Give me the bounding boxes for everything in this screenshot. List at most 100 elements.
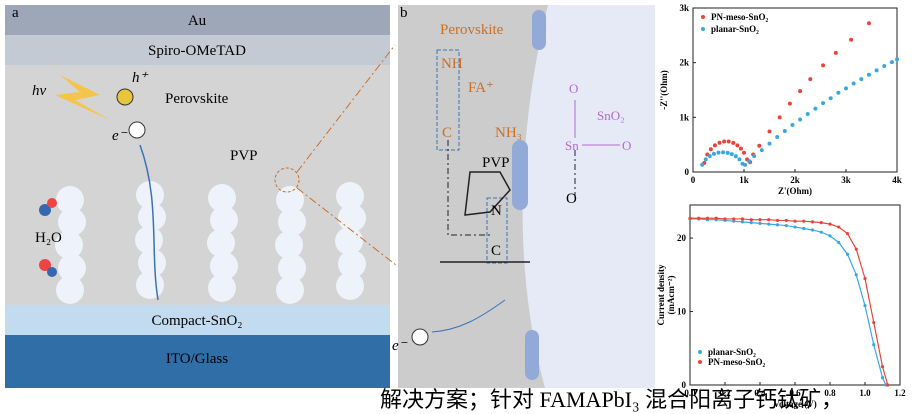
data-point bbox=[734, 154, 738, 158]
data-point bbox=[881, 376, 884, 379]
data-point bbox=[688, 217, 691, 220]
data-point bbox=[708, 154, 712, 158]
x-tick-label: 0.2 bbox=[719, 388, 731, 398]
data-point bbox=[715, 217, 718, 220]
data-point bbox=[790, 123, 794, 127]
y-axis-label: (mAcm⁻²) bbox=[666, 276, 676, 315]
panel-label: a bbox=[12, 5, 19, 21]
data-point bbox=[778, 115, 782, 119]
y-tick-label: 20 bbox=[677, 233, 687, 243]
data-point bbox=[788, 102, 792, 106]
y-axis-label: -Z''(Ohm) bbox=[659, 70, 669, 110]
atom-label: NH bbox=[441, 56, 463, 72]
data-point bbox=[806, 112, 810, 116]
data-point bbox=[811, 220, 814, 223]
legend-marker bbox=[698, 350, 702, 354]
data-point bbox=[863, 277, 866, 280]
legend-label: planar-SnO₂ bbox=[708, 347, 756, 357]
data-point bbox=[752, 154, 756, 158]
legend-label: planar-SnO₂ bbox=[711, 24, 759, 34]
x-axis-label: Voltage (V) bbox=[773, 399, 816, 409]
data-point bbox=[767, 223, 770, 226]
x-tick-label: 0.6 bbox=[789, 388, 801, 398]
x-tick-label: 2k bbox=[790, 175, 800, 185]
atom-label: O bbox=[622, 138, 631, 153]
data-point bbox=[859, 77, 863, 81]
y-tick-label: 2k bbox=[679, 58, 689, 68]
data-point bbox=[731, 141, 735, 145]
data-point bbox=[741, 217, 744, 220]
data-point bbox=[863, 304, 866, 307]
data-point bbox=[867, 73, 871, 77]
data-point bbox=[837, 225, 840, 228]
data-point bbox=[813, 107, 817, 111]
y-tick-label: 3k bbox=[679, 3, 689, 13]
data-point bbox=[747, 159, 751, 163]
data-point bbox=[872, 343, 875, 346]
data-point bbox=[867, 21, 871, 25]
data-point bbox=[785, 219, 788, 222]
x-tick-label: 4k bbox=[892, 175, 902, 185]
y-tick-label: 10 bbox=[677, 307, 687, 317]
x-tick-label: 0.0 bbox=[684, 388, 696, 398]
data-point bbox=[722, 139, 726, 143]
atom-label: O bbox=[566, 191, 577, 207]
data-point bbox=[700, 163, 704, 167]
data-point bbox=[793, 225, 796, 228]
data-point bbox=[872, 321, 875, 324]
legend-marker bbox=[701, 27, 705, 31]
data-point bbox=[737, 157, 741, 161]
y-tick-label: 0 bbox=[682, 380, 687, 390]
data-point bbox=[727, 140, 731, 144]
data-point bbox=[726, 151, 730, 155]
x-axis-label: Z'(Ohm) bbox=[778, 186, 812, 196]
layer-label: Spiro-OMeTAD bbox=[148, 43, 246, 59]
data-point bbox=[855, 273, 858, 276]
data-point bbox=[760, 148, 764, 152]
data-point bbox=[837, 241, 840, 244]
x-tick-label: 1.0 bbox=[859, 388, 871, 398]
data-point bbox=[697, 217, 700, 220]
legend-marker bbox=[698, 360, 702, 364]
data-point bbox=[775, 135, 779, 139]
data-point bbox=[811, 228, 814, 231]
atom-label: C bbox=[442, 125, 452, 141]
data-point bbox=[890, 60, 894, 64]
layer-label: ITO/Glass bbox=[166, 351, 228, 367]
data-point bbox=[723, 217, 726, 220]
atom-label: N bbox=[491, 203, 502, 219]
data-point bbox=[717, 151, 721, 155]
atom-label: Sn bbox=[565, 138, 579, 153]
hv-label: hv bbox=[32, 83, 47, 99]
data-point bbox=[882, 64, 886, 68]
data-point bbox=[776, 219, 779, 222]
atom-label: FA⁺ bbox=[468, 80, 494, 96]
sno2-label: SnO₂ bbox=[597, 108, 625, 123]
layer-label: Perovskite bbox=[165, 91, 229, 107]
data-point bbox=[735, 143, 739, 147]
data-point bbox=[776, 223, 779, 226]
electron-label: e⁻ bbox=[112, 128, 128, 144]
x-tick-label: 0.8 bbox=[824, 388, 836, 398]
data-point bbox=[743, 163, 747, 167]
data-point bbox=[732, 217, 735, 220]
perovskite-label: Perovskite bbox=[440, 22, 504, 38]
panel-label: b bbox=[400, 5, 408, 21]
data-point bbox=[785, 224, 788, 227]
data-point bbox=[881, 365, 884, 368]
atom-label: O bbox=[569, 81, 578, 96]
data-point bbox=[849, 38, 853, 42]
layer-label: Compact-SnO₂ bbox=[151, 313, 242, 329]
data-point bbox=[768, 142, 772, 146]
data-point bbox=[808, 77, 812, 81]
data-point bbox=[767, 218, 770, 221]
x-tick-label: 0 bbox=[691, 175, 696, 185]
data-point bbox=[802, 220, 805, 223]
data-point bbox=[712, 152, 716, 156]
legend-label: PN-meso-SnO₂ bbox=[708, 357, 765, 367]
pvp-label: PVP bbox=[230, 148, 258, 164]
data-point bbox=[709, 147, 713, 151]
data-point bbox=[741, 220, 744, 223]
data-point bbox=[828, 223, 831, 226]
